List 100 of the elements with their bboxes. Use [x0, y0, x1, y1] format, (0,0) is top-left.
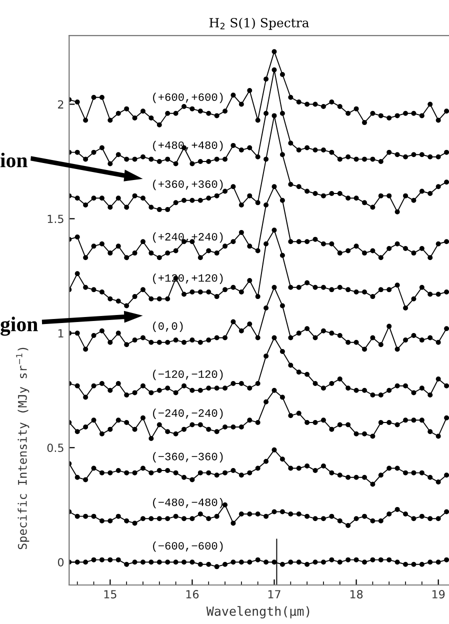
point [378, 342, 384, 348]
point [173, 470, 178, 476]
point [124, 518, 130, 524]
point [312, 516, 318, 522]
point [255, 420, 260, 425]
point [140, 287, 146, 292]
point [238, 424, 244, 430]
point [428, 516, 433, 522]
point [190, 477, 195, 482]
point [264, 354, 269, 359]
point [362, 289, 367, 294]
point [148, 204, 154, 210]
point [124, 342, 130, 348]
point [428, 154, 433, 160]
point [428, 392, 433, 398]
point [132, 390, 138, 396]
point [156, 255, 162, 260]
point [206, 426, 212, 432]
point [329, 557, 334, 562]
point [370, 482, 376, 487]
point [198, 158, 203, 164]
point [247, 386, 252, 391]
point [255, 557, 260, 562]
point [436, 292, 441, 297]
point [148, 516, 154, 522]
point [222, 188, 228, 194]
point [148, 296, 154, 302]
point [288, 466, 294, 471]
point [346, 110, 351, 116]
point [247, 145, 252, 150]
point [304, 145, 310, 150]
point [386, 193, 392, 198]
point [312, 420, 318, 425]
point [280, 562, 285, 567]
point [247, 88, 252, 94]
point [264, 156, 269, 162]
point [312, 236, 318, 242]
point [132, 470, 138, 476]
point [403, 562, 408, 567]
point [354, 340, 359, 345]
point [419, 562, 424, 567]
point [83, 514, 88, 519]
point [296, 184, 302, 190]
point [444, 383, 449, 388]
point [428, 292, 433, 297]
point [272, 49, 277, 54]
point [238, 381, 244, 386]
y-tick-label: 1 [58, 329, 64, 338]
point [354, 431, 359, 436]
point [116, 381, 121, 386]
point [206, 516, 212, 522]
point [370, 110, 376, 116]
point [116, 196, 121, 201]
point [403, 110, 408, 116]
point [173, 514, 178, 519]
point [247, 193, 252, 198]
point [354, 557, 359, 562]
point [304, 326, 310, 332]
point [132, 338, 138, 343]
point [370, 335, 376, 340]
point [320, 148, 326, 153]
point [394, 113, 400, 118]
point [346, 557, 351, 562]
point [394, 383, 400, 388]
point [428, 474, 433, 480]
point [108, 118, 113, 123]
point [148, 340, 154, 345]
point [411, 470, 416, 476]
point [255, 118, 260, 123]
point [428, 560, 433, 565]
point [386, 420, 392, 425]
point [436, 241, 441, 246]
point [386, 150, 392, 155]
point [444, 239, 449, 244]
point [346, 422, 351, 428]
point [83, 156, 88, 162]
point [165, 340, 170, 345]
point [304, 372, 310, 377]
point [238, 289, 244, 294]
point [214, 193, 220, 198]
point [140, 154, 146, 160]
point [74, 560, 80, 565]
series-label: (−600,−600) [153, 541, 223, 552]
point [74, 150, 80, 155]
point [222, 156, 228, 162]
point [386, 287, 392, 292]
point [378, 518, 384, 524]
point [238, 328, 244, 334]
point [362, 474, 367, 480]
point [83, 394, 88, 400]
point [288, 512, 294, 517]
point [182, 516, 187, 522]
point [148, 560, 154, 565]
chart-title: H$_{2}$ S(1) Spectra [209, 18, 309, 30]
point [354, 516, 359, 522]
point [419, 188, 424, 194]
point [394, 241, 400, 246]
point [214, 386, 220, 391]
point [230, 239, 236, 244]
point [108, 518, 113, 524]
